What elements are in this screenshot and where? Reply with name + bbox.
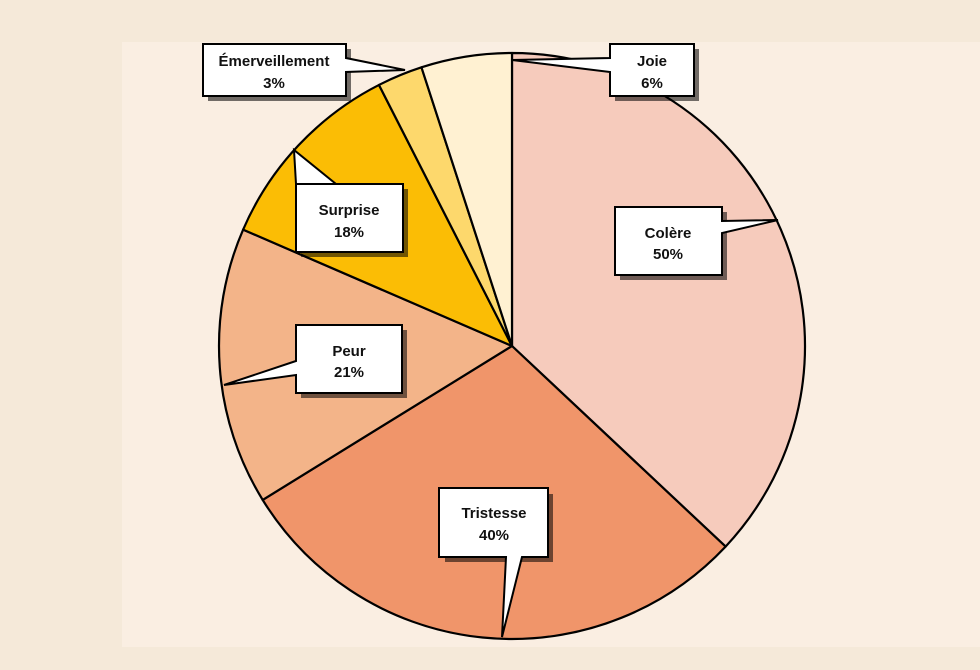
slice-value-surprise: 18% — [334, 224, 364, 241]
callout-emerveillement: Émerveillement 3% — [202, 43, 406, 101]
slice-value-tristesse: 40% — [479, 527, 509, 544]
pie-callouts: Colère 50% Tristesse 40% Peur 21% Surpri… — [202, 43, 779, 638]
slice-value-emerveillement: 3% — [263, 75, 285, 92]
slice-label-peur: Peur — [332, 343, 366, 360]
callout-surprise: Surprise 18% — [292, 147, 408, 257]
slice-label-tristesse: Tristesse — [461, 505, 526, 522]
callout-joie: Joie 6% — [511, 43, 699, 101]
slice-value-joie: 6% — [641, 75, 663, 92]
pie-slice-joie — [420, 51, 514, 348]
slice-value-colere: 50% — [653, 246, 683, 263]
callout-tristesse: Tristesse 40% — [438, 487, 553, 638]
slice-label-joie: Joie — [637, 53, 667, 70]
callout-colere: Colère 50% — [614, 206, 779, 280]
slice-value-peur: 21% — [334, 364, 364, 381]
slice-label-surprise: Surprise — [319, 202, 380, 219]
slice-label-colere: Colère — [645, 225, 692, 242]
callout-peur: Peur 21% — [223, 324, 407, 398]
slice-label-emerveillement: Émerveillement — [219, 53, 330, 70]
